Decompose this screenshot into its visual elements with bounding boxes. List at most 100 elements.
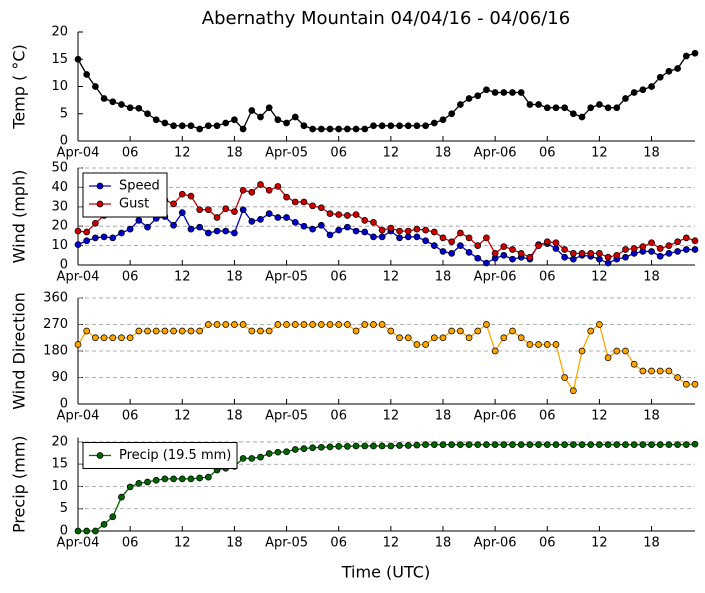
data-point [543,441,551,448]
data-point [187,327,195,335]
data-point [100,95,108,102]
data-point [604,259,612,267]
data-point [448,441,456,448]
data-point [517,441,525,448]
x-tick-label: 06 [539,536,556,551]
data-point [604,441,612,448]
data-point [413,441,421,449]
data-point [83,327,91,335]
data-point [170,327,177,335]
data-point [430,242,438,249]
data-point [509,246,516,253]
data-point [430,334,438,342]
chart-title: Abernathy Mountain 04/04/16 - 04/06/16 [202,8,570,29]
data-point [170,200,177,208]
y-tick-label: 0 [60,258,68,273]
data-point [231,229,238,237]
data-point [352,125,360,133]
x-tick-label: 18 [435,270,452,285]
data-point [413,225,421,233]
legend-marker [96,200,104,208]
data-point [274,214,282,221]
data-point [74,227,82,235]
data-point [265,327,273,335]
data-point [144,478,151,486]
data-point [265,210,273,217]
data-point [596,441,603,448]
data-point [517,334,525,342]
y-tick-label: 10 [51,238,68,253]
data-point [535,242,542,249]
data-point [309,444,316,452]
data-point [222,321,230,328]
data-point [465,95,473,102]
y-tick-label: 90 [51,370,68,385]
data-point [126,225,134,233]
data-point [74,241,82,248]
data-point [578,441,586,448]
data-point [552,104,560,112]
data-point [361,125,369,133]
data-point [543,104,551,112]
data-point [239,125,247,133]
data-point [674,248,681,255]
data-point [361,321,369,328]
data-point [100,233,108,241]
data-point [639,243,647,250]
data-point [613,104,621,112]
data-point [213,214,221,221]
data-point [509,327,516,335]
data-point [656,245,664,252]
y-tick-label: 5 [60,501,68,516]
data-point [92,234,99,242]
data-point [682,52,690,60]
data-point [248,455,256,462]
data-point [161,119,169,127]
data-point [630,89,638,96]
data-point [152,116,160,124]
data-point [682,380,690,388]
data-point [161,327,169,335]
data-point [335,321,343,328]
data-point [370,218,377,226]
data-point [309,321,316,328]
data-point [92,83,99,90]
data-point [674,238,681,246]
x-tick-label: 18 [643,409,660,424]
data-point [231,116,238,124]
data-point [587,441,595,448]
data-point [422,441,429,448]
data-point [422,226,429,234]
data-point [248,327,256,335]
data-point [300,222,308,230]
data-point [648,441,655,448]
y-tick-label: 40 [51,180,68,195]
x-tick-label: 12 [383,536,400,551]
data-point [370,321,377,328]
data-point [265,450,273,457]
data-point [613,251,621,259]
data-point [144,327,151,335]
data-point [430,119,438,127]
x-tick-label: 18 [226,536,243,551]
x-tick-label: 18 [226,270,243,285]
data-point [630,441,638,448]
legend-label: Precip (19.5 mm) [119,448,231,463]
data-point [317,321,325,328]
x-tick-label: 18 [435,536,452,551]
x-tick-label: 06 [122,146,139,161]
data-point [326,125,334,133]
data-point [665,242,673,249]
data-point [92,527,99,535]
x-tick-label: 06 [330,409,347,424]
data-point [317,204,325,212]
data-point [413,122,421,130]
x-tick-label: 06 [330,270,347,285]
data-point [569,110,577,118]
data-point [500,243,508,250]
data-point [222,119,230,127]
data-point [300,445,308,452]
data-point [370,122,377,130]
